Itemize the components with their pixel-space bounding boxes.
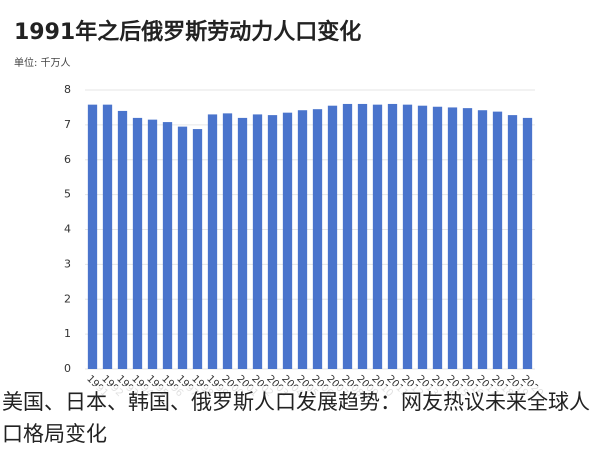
bar [477,110,488,369]
y-tick-label: 4 [64,223,71,236]
bar [432,106,443,370]
y-tick-label: 1 [64,327,71,340]
chart-subtitle: 单位: 千万人 [14,56,71,69]
bar [117,110,128,370]
bar [402,104,413,370]
bar [267,115,278,369]
bar [132,117,143,370]
bar [522,117,533,370]
bar [282,112,293,369]
y-tick-label: 6 [64,153,71,166]
bar [417,105,428,369]
bar [147,119,158,369]
caption: 美国、日本、韩国、俄罗斯人口发展趋势：网友热议未来全球人口格局变化 [2,386,598,450]
bar [492,111,503,369]
bar [342,103,353,369]
bar [192,129,203,369]
bar [372,104,383,370]
bar [447,107,458,369]
bar [237,117,248,370]
bar [357,103,368,369]
bar [222,113,233,370]
bar [207,114,218,369]
bar [312,109,323,370]
bar [102,104,113,370]
y-tick-label: 2 [64,292,71,305]
bar [507,115,518,369]
bar [162,122,173,370]
y-tick-label: 0 [64,362,71,375]
bar [177,126,188,370]
bar [327,105,338,369]
y-tick-label: 7 [64,118,71,131]
bar [462,108,473,369]
chart-title: 1991年之后俄罗斯劳动力人口变化 [14,19,361,45]
y-tick-label: 3 [64,257,71,270]
y-tick-label: 5 [64,188,71,201]
bar [387,103,398,369]
bar [87,104,98,370]
bar [252,114,263,369]
bar [297,110,308,369]
y-tick-label: 8 [64,83,71,96]
